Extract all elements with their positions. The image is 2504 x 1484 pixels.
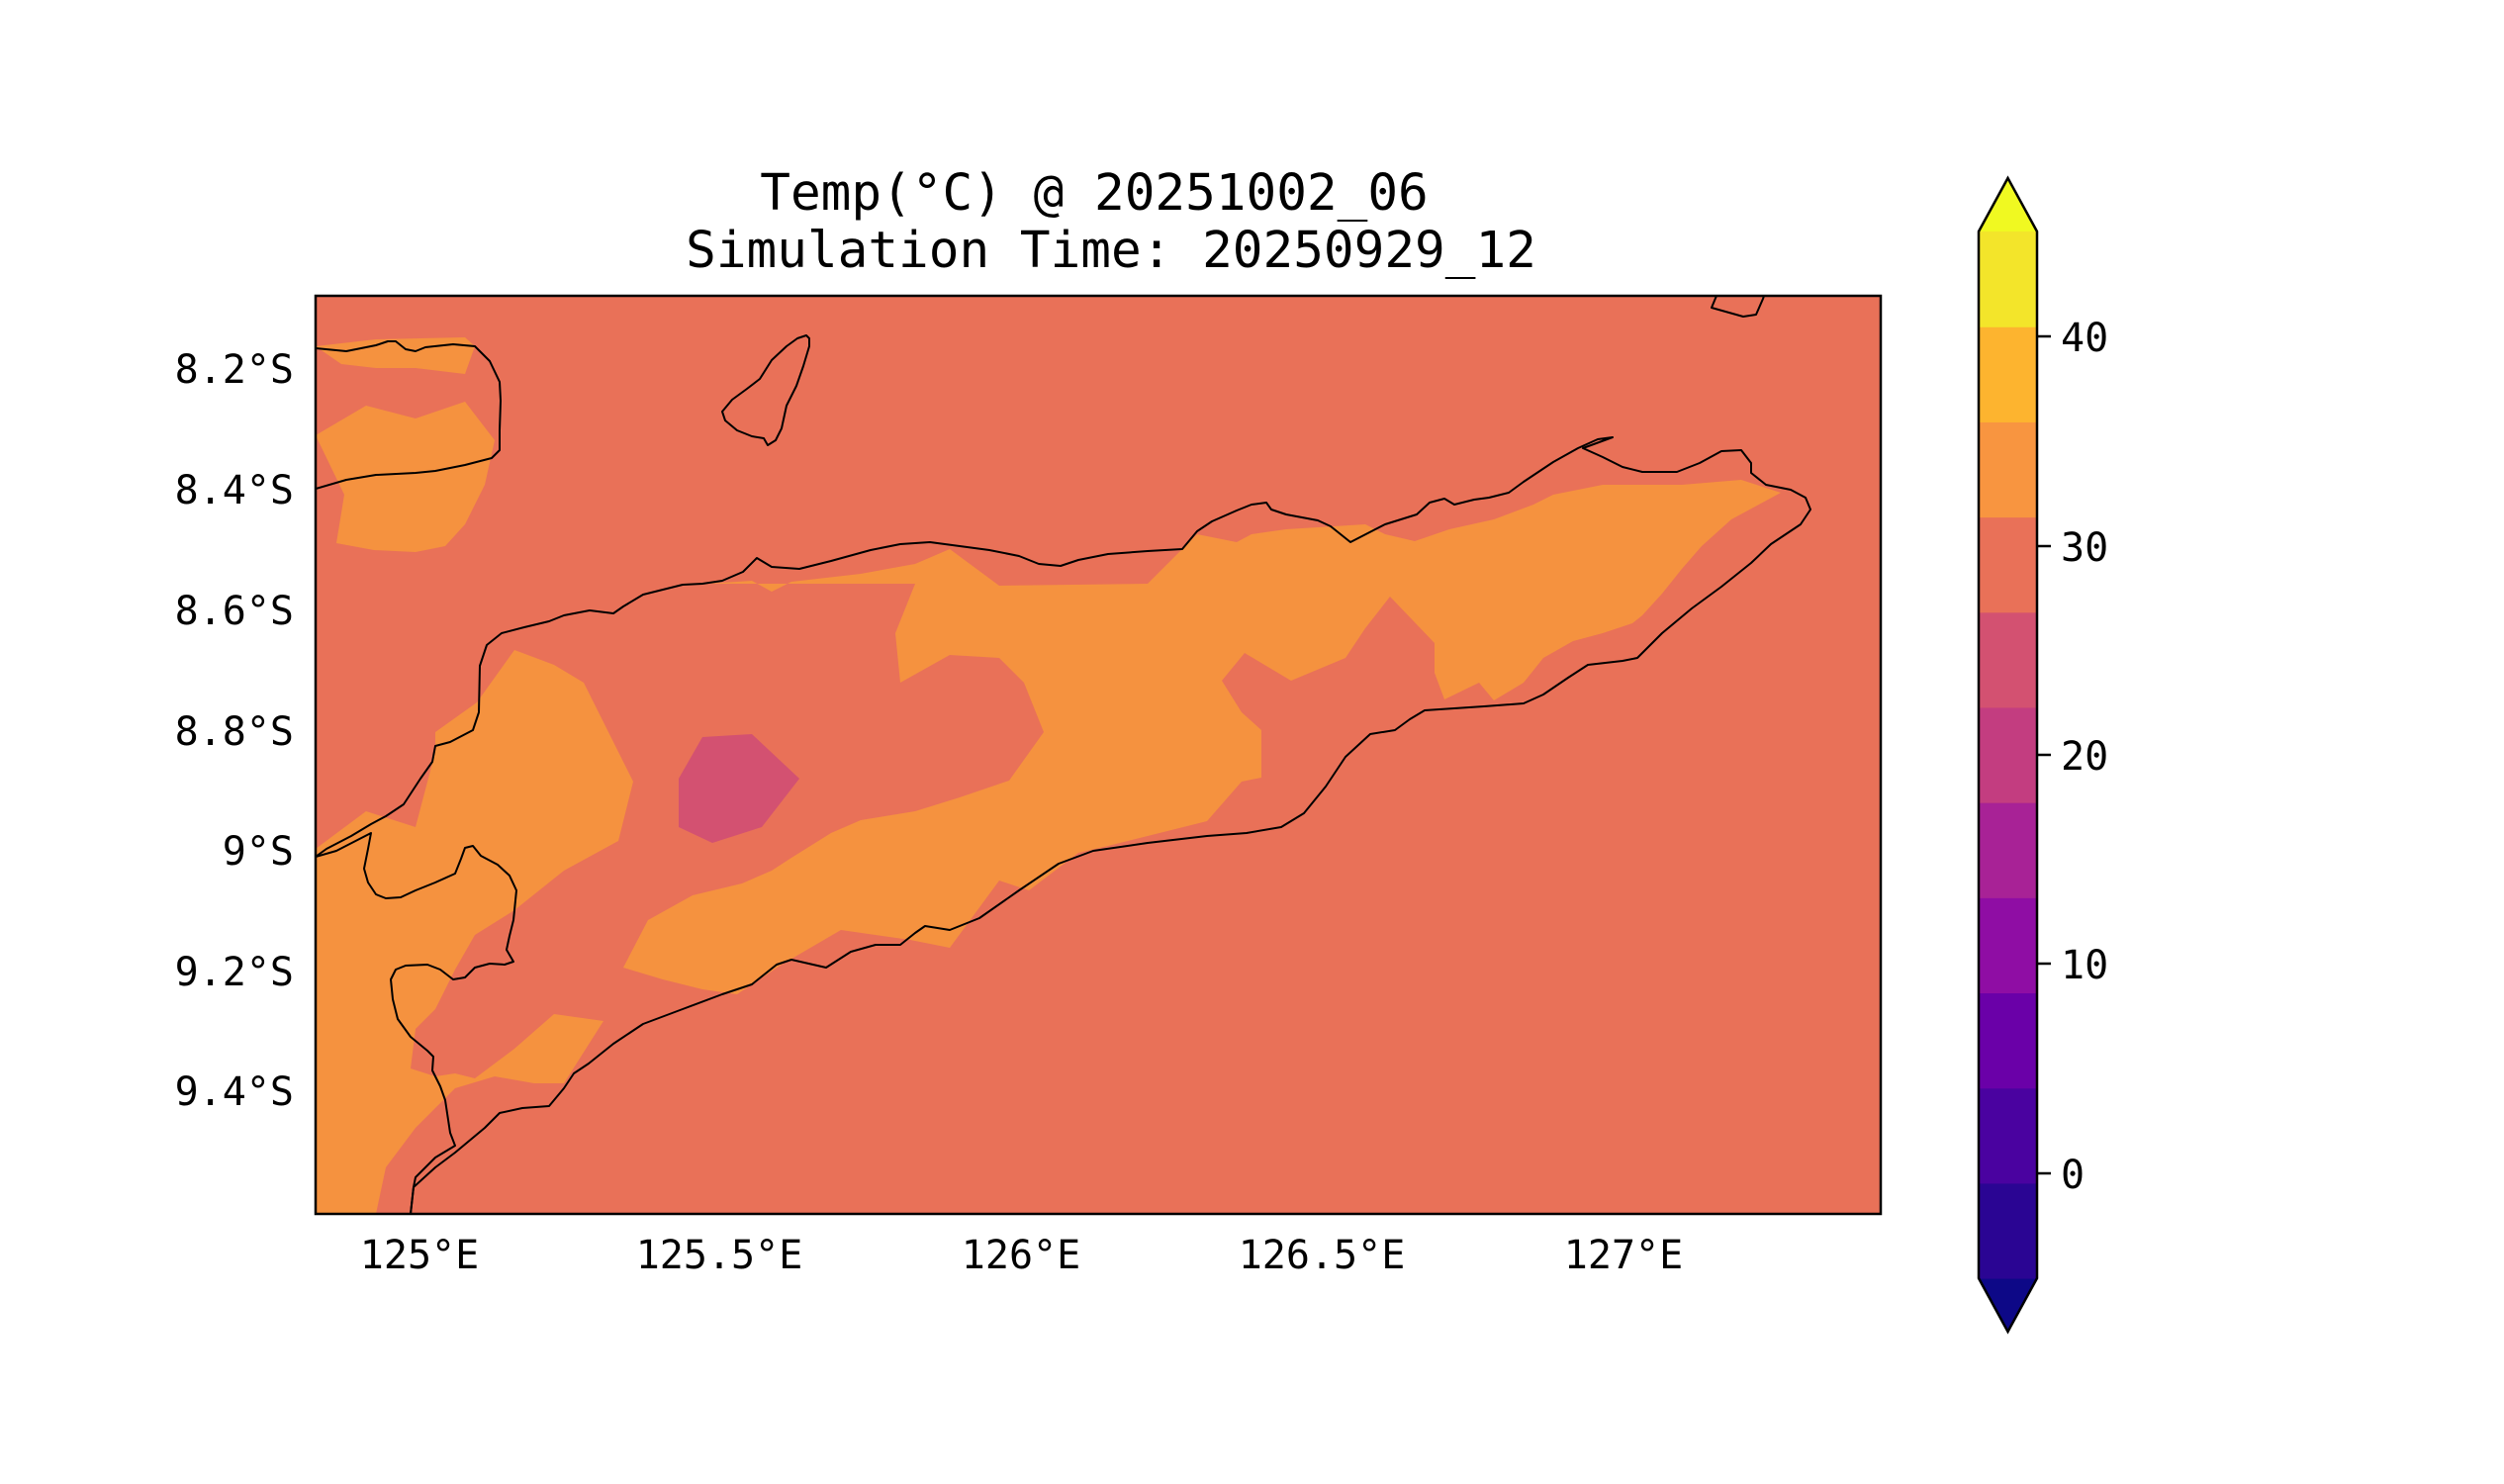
colorbar-tick-label: 40 [2061,316,2108,361]
temp-field-20-25 [679,734,799,843]
colorbar: 0 10 20 30 40 [1977,175,2108,1335]
colorbar-segments [1979,178,2037,1332]
lat-tick-label: 9°S [223,829,294,875]
colorbar-segment [1979,1087,2037,1184]
colorbar-segment [1979,516,2037,613]
colorbar-segment [1979,611,2037,708]
colorbar-segment [1979,421,2037,518]
colorbar-segment [1979,326,2037,422]
lon-tick-label: 127°E [1564,1233,1683,1278]
colorbar-segment [1979,706,2037,803]
colorbar-segment [1979,1182,2037,1279]
colorbar-extend-max [1979,178,2037,232]
lon-tick-label: 125.5°E [636,1233,803,1278]
colorbar-segment [1979,992,2037,1089]
colorbar-segment [1979,897,2037,994]
colorbar-tick-label: 10 [2061,943,2108,988]
lat-tick-label: 8.2°S [175,347,294,393]
lat-tick-label: 8.8°S [175,709,294,755]
colorbar-segment [1979,802,2037,898]
colorbar-outline [1977,175,2039,1335]
colorbar-tick-label: 30 [2061,525,2108,571]
lon-axis: 125°E 125.5°E 126°E 126.5°E 127°E [360,1233,1683,1278]
lon-tick-label: 125°E [360,1233,479,1278]
coastlines [316,296,1811,1214]
colorbar-segment [1979,232,2037,327]
figure-title: Temp(°C) @ 20251002_06 [760,164,1429,223]
colorbar-ticks [2037,334,2051,1175]
lat-axis: 8.2°S 8.4°S 8.6°S 8.8°S 9°S 9.2°S 9.4°S [175,347,294,1115]
lat-tick-label: 8.4°S [175,468,294,513]
lat-tick-label: 9.4°S [175,1069,294,1115]
colorbar-tick-label: 0 [2061,1153,2085,1198]
colorbar-tick-label: 20 [2061,734,2108,780]
lat-tick-label: 9.2°S [175,950,294,995]
lat-tick-label: 8.6°S [175,589,294,634]
lon-tick-label: 126°E [962,1233,1080,1278]
lon-tick-label: 126.5°E [1239,1233,1406,1278]
map-panel [314,294,1883,1216]
map-frame [314,294,1883,1216]
figure-subtitle: Simulation Time: 20250929_12 [686,222,1536,280]
colorbar-extend-min [1979,1278,2037,1332]
temp-field-30-35 [316,337,1781,1214]
